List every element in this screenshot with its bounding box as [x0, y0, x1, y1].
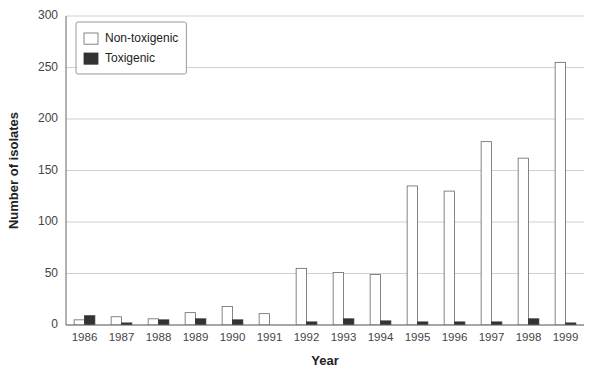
x-tick-label: 1988 [146, 331, 172, 343]
legend-label: Non-toxigenic [105, 31, 178, 45]
x-tick-label: 1987 [109, 331, 135, 343]
y-tick-label: 300 [38, 8, 58, 22]
y-tick-label: 0 [51, 317, 58, 331]
legend-label: Toxigenic [105, 51, 155, 65]
bar [444, 191, 454, 325]
x-tick-label: 1999 [553, 331, 579, 343]
bar [529, 319, 539, 325]
chart: 0 50 100 150 200 250 300 1986 1987 1988 1989 1990 19… [0, 0, 600, 375]
bar [222, 306, 232, 325]
bar [481, 142, 491, 325]
bar [555, 62, 565, 325]
grid-line [66, 119, 584, 120]
grid-line [66, 16, 584, 17]
x-tick-label: 1997 [479, 331, 505, 343]
legend-swatch [84, 53, 98, 64]
grid-line [66, 170, 584, 171]
bar [196, 319, 206, 325]
bar [259, 314, 269, 325]
legend-box [76, 22, 186, 74]
y-tick-label: 200 [38, 111, 58, 125]
y-tick-label: 250 [38, 60, 58, 74]
x-tick-label: 1998 [516, 331, 542, 343]
x-tick-label: 1989 [183, 331, 209, 343]
y-tick-label: 100 [38, 214, 58, 228]
grid-line [66, 325, 584, 326]
x-tick-label: 1993 [331, 331, 357, 343]
bar [381, 321, 391, 325]
y-tick-label: 50 [45, 266, 59, 280]
y-axis-label: Number of isolates [6, 112, 21, 229]
bar [111, 317, 121, 325]
grid [66, 16, 584, 325]
x-axis-line [66, 325, 584, 326]
y-axis-line [66, 16, 67, 325]
bars [74, 62, 576, 325]
bar [74, 320, 84, 325]
x-tick-label: 1995 [405, 331, 431, 343]
grid-line [66, 273, 584, 274]
x-tick-label: 1994 [368, 331, 394, 343]
x-tick-label: 1992 [294, 331, 320, 343]
bar [407, 186, 417, 325]
bar [185, 313, 195, 325]
legend-swatch [84, 33, 98, 44]
bar [85, 316, 95, 325]
x-tick-label: 1990 [220, 331, 246, 343]
x-tick-label: 1986 [72, 331, 98, 343]
bar [233, 320, 243, 325]
x-tick-label: 1991 [257, 331, 283, 343]
y-tick-label: 150 [38, 163, 58, 177]
grid-line [66, 222, 584, 223]
bar [370, 275, 380, 325]
legend: Non-toxigenic Toxigenic [76, 22, 186, 74]
x-tick-label: 1996 [442, 331, 468, 343]
x-axis-label: Year [311, 353, 338, 368]
bar [518, 158, 528, 325]
bar [296, 268, 306, 325]
bar [344, 319, 354, 325]
bar [333, 272, 343, 325]
bar [148, 319, 158, 325]
bar [159, 320, 169, 325]
